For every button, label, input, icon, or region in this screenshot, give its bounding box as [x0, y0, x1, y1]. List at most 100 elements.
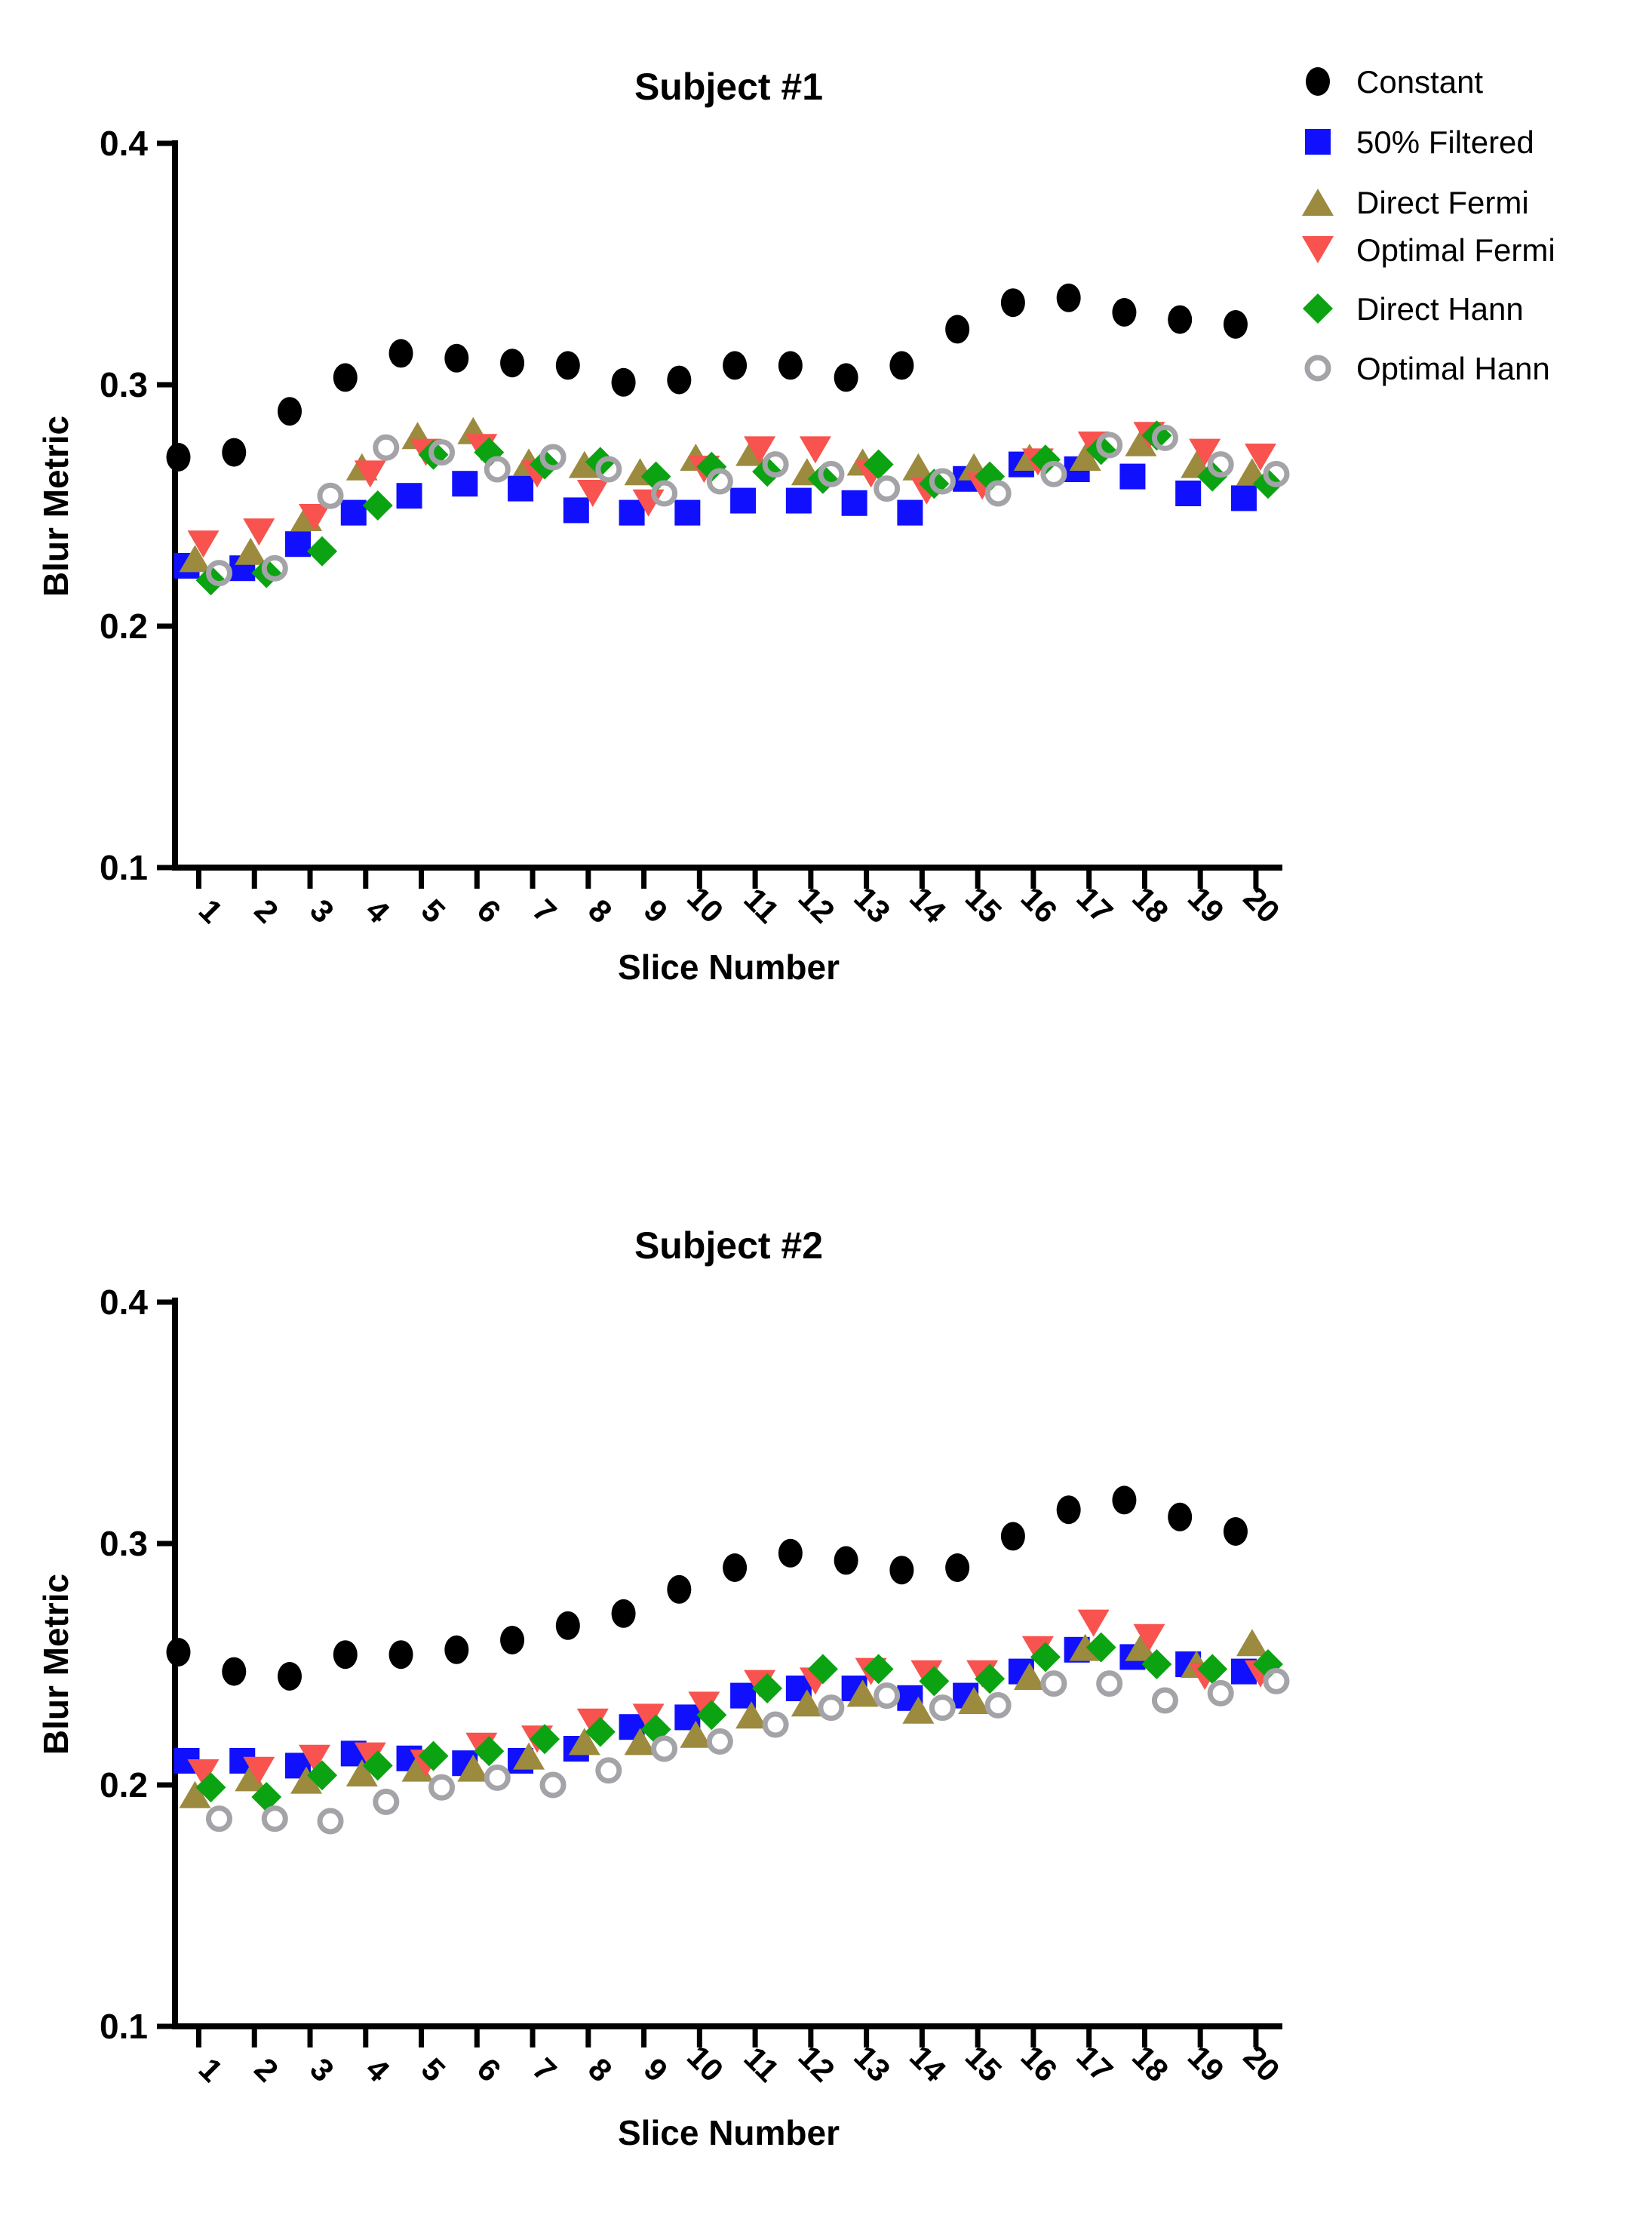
subject1-point-constant-slice-14	[889, 351, 914, 380]
subject2-point-optimal-fermi-slice-18	[1133, 1624, 1165, 1651]
subject2-point-direct-fermi-slice-6	[457, 1754, 490, 1782]
subject1-point-50-filtered-slice-18	[1119, 463, 1146, 490]
subject2-xtick-label-11: 11	[737, 2040, 786, 2089]
subject1-point-50-filtered-slice-19	[1175, 481, 1202, 506]
subject1-point-optimal-hann-slice-5	[428, 439, 456, 466]
subject2-point-constant-slice-9	[611, 1599, 636, 1628]
subject1-point-optimal-hann-slice-1	[206, 560, 232, 587]
subject1-xtick-label-4: 4	[359, 892, 397, 930]
subject2-point-constant-slice-20	[1223, 1517, 1248, 1546]
subject1-ytick-label-0.2: 0.2	[100, 607, 148, 646]
subject2-point-optimal-hann-slice-4	[373, 1788, 400, 1815]
subject2-point-direct-fermi-slice-11	[735, 1701, 768, 1729]
subject1-xtick-label-20: 20	[1237, 880, 1287, 929]
subject1-point-optimal-hann-slice-9	[651, 480, 678, 507]
subject2-point-constant-slice-15	[945, 1553, 970, 1582]
subject1-point-direct-fermi-slice-18	[1125, 429, 1157, 456]
subject1-xtick-label-11: 11	[737, 881, 786, 930]
subject2-point-optimal-fermi-slice-9	[632, 1703, 665, 1731]
subject2-point-constant-slice-10	[667, 1574, 692, 1604]
subject2-ytick-label-0.1: 0.1	[100, 2007, 148, 2046]
subject1-point-direct-fermi-slice-2	[235, 537, 267, 565]
subject1-point-direct-hann-slice-16	[1030, 444, 1061, 475]
subject2-plot: Subject #2 Blur Metric Slice Number 0.10…	[36, 1224, 1290, 2152]
subject1-point-optimal-fermi-slice-19	[1189, 438, 1221, 466]
subject1-point-constant-slice-4	[333, 363, 358, 392]
subject1-point-50-filtered-slice-9	[619, 499, 645, 526]
subject1-point-direct-fermi-slice-1	[179, 545, 211, 573]
subject2-point-direct-hann-slice-12	[807, 1654, 838, 1685]
subject2-point-optimal-fermi-slice-1	[187, 1759, 220, 1786]
subject2-point-optimal-hann-slice-3	[317, 1808, 344, 1835]
subject2-point-direct-hann-slice-2	[251, 1782, 282, 1812]
subject1-xtick-label-15: 15	[959, 880, 1009, 929]
circle-legend-icon	[1306, 67, 1330, 96]
subject1-point-50-filtered-slice-12	[785, 487, 812, 514]
subject2-point-optimal-hann-slice-1	[206, 1805, 232, 1832]
subject2-xtick-label-9: 9	[637, 2051, 675, 2089]
subject2-point-optimal-fermi-slice-10	[688, 1691, 720, 1719]
subject2-point-constant-slice-8	[555, 1611, 580, 1640]
subject1-point-direct-fermi-slice-8	[568, 450, 600, 478]
subject1-y-ticks: 0.1 0.2 0.3 0.4	[100, 124, 175, 887]
subject2-point-constant-slice-2	[222, 1657, 247, 1686]
legend: Constant 50% Filtered Direct Fermi Optim…	[1302, 64, 1555, 386]
subject1-xtick-label-5: 5	[415, 892, 453, 930]
subject2-point-direct-fermi-slice-13	[846, 1679, 879, 1707]
subject1-x-ticks: 1 2 3 4 5 6 7 8 9 10 11 12 13 14 15 16 17 18 19 20	[192, 868, 1287, 930]
subject1-xtick-label-2: 2	[247, 892, 285, 930]
subject2-point-direct-hann-slice-13	[863, 1654, 894, 1685]
subject1-point-direct-hann-slice-10	[696, 451, 727, 482]
subject2-point-direct-fermi-slice-15	[958, 1687, 990, 1714]
subject1-point-direct-hann-slice-3	[307, 536, 338, 567]
subject1-point-50-filtered-slice-20	[1230, 485, 1257, 511]
subject1-point-50-filtered-slice-7	[508, 475, 534, 502]
subject2-point-direct-fermi-slice-12	[791, 1689, 823, 1717]
subject2-point-optimal-hann-slice-10	[706, 1728, 733, 1755]
subject2-point-direct-fermi-slice-14	[902, 1696, 935, 1724]
subject1-point-constant-slice-18	[1112, 298, 1137, 327]
subject2-x-axis-label: Slice Number	[618, 2113, 840, 2152]
subject1-point-optimal-hann-slice-18	[1151, 424, 1178, 451]
subject1-point-constant-slice-7	[500, 349, 525, 378]
subject1-plot: Subject #1 Blur Metric Slice Number 0.10…	[36, 66, 1290, 987]
subject2-point-constant-slice-13	[834, 1546, 858, 1575]
subject1-point-optimal-hann-slice-4	[373, 434, 400, 461]
subject1-point-optimal-hann-slice-3	[317, 482, 344, 509]
legend-label-constant: Constant	[1356, 64, 1483, 100]
subject2-point-direct-fermi-slice-8	[568, 1728, 600, 1756]
subject2-point-direct-hann-slice-10	[696, 1700, 727, 1731]
subject1-point-constant-slice-17	[1056, 283, 1081, 312]
subject1-xtick-label-12: 12	[791, 880, 841, 929]
subject1-point-50-filtered-slice-8	[563, 497, 589, 524]
subject1-point-optimal-hann-slice-16	[1040, 460, 1067, 487]
subject2-point-constant-slice-6	[444, 1635, 469, 1664]
subject2-point-constant-slice-18	[1112, 1485, 1137, 1515]
subject1-point-optimal-fermi-slice-3	[299, 504, 331, 531]
subject2-point-direct-fermi-slice-18	[1125, 1633, 1157, 1661]
subject2-point-direct-fermi-slice-2	[235, 1764, 267, 1792]
subject1-point-optimal-hann-slice-10	[706, 468, 733, 495]
subject2-point-direct-fermi-slice-7	[513, 1742, 545, 1770]
subject1-point-direct-fermi-slice-17	[1069, 444, 1101, 471]
subject2-xtick-label-3: 3	[303, 2051, 341, 2089]
subject1-xtick-label-6: 6	[470, 892, 508, 930]
subject1-ytick-label-0.3: 0.3	[100, 365, 148, 404]
subject2-xtick-label-7: 7	[526, 2051, 563, 2089]
subject2-point-optimal-hann-slice-12	[818, 1694, 845, 1722]
subject2-point-optimal-hann-slice-19	[1207, 1679, 1234, 1706]
subject1-point-optimal-hann-slice-14	[929, 468, 956, 495]
subject2-point-optimal-hann-slice-17	[1096, 1670, 1123, 1697]
subject2-point-direct-fermi-slice-3	[290, 1766, 323, 1794]
subject1-xtick-label-8: 8	[582, 892, 619, 930]
open-circle-legend-icon	[1304, 355, 1331, 382]
subject1-point-optimal-hann-slice-12	[818, 460, 845, 487]
subject1-point-constant-slice-20	[1223, 310, 1248, 339]
subject2-point-direct-hann-slice-5	[418, 1740, 449, 1771]
subject1-point-constant-slice-8	[555, 351, 580, 380]
subject1-point-constant-slice-2	[222, 438, 247, 467]
subject1-point-optimal-fermi-slice-11	[744, 436, 776, 464]
legend-icons	[1302, 67, 1334, 382]
subject1-point-optimal-fermi-slice-20	[1244, 444, 1276, 471]
subject1-point-constant-slice-1	[166, 443, 191, 472]
